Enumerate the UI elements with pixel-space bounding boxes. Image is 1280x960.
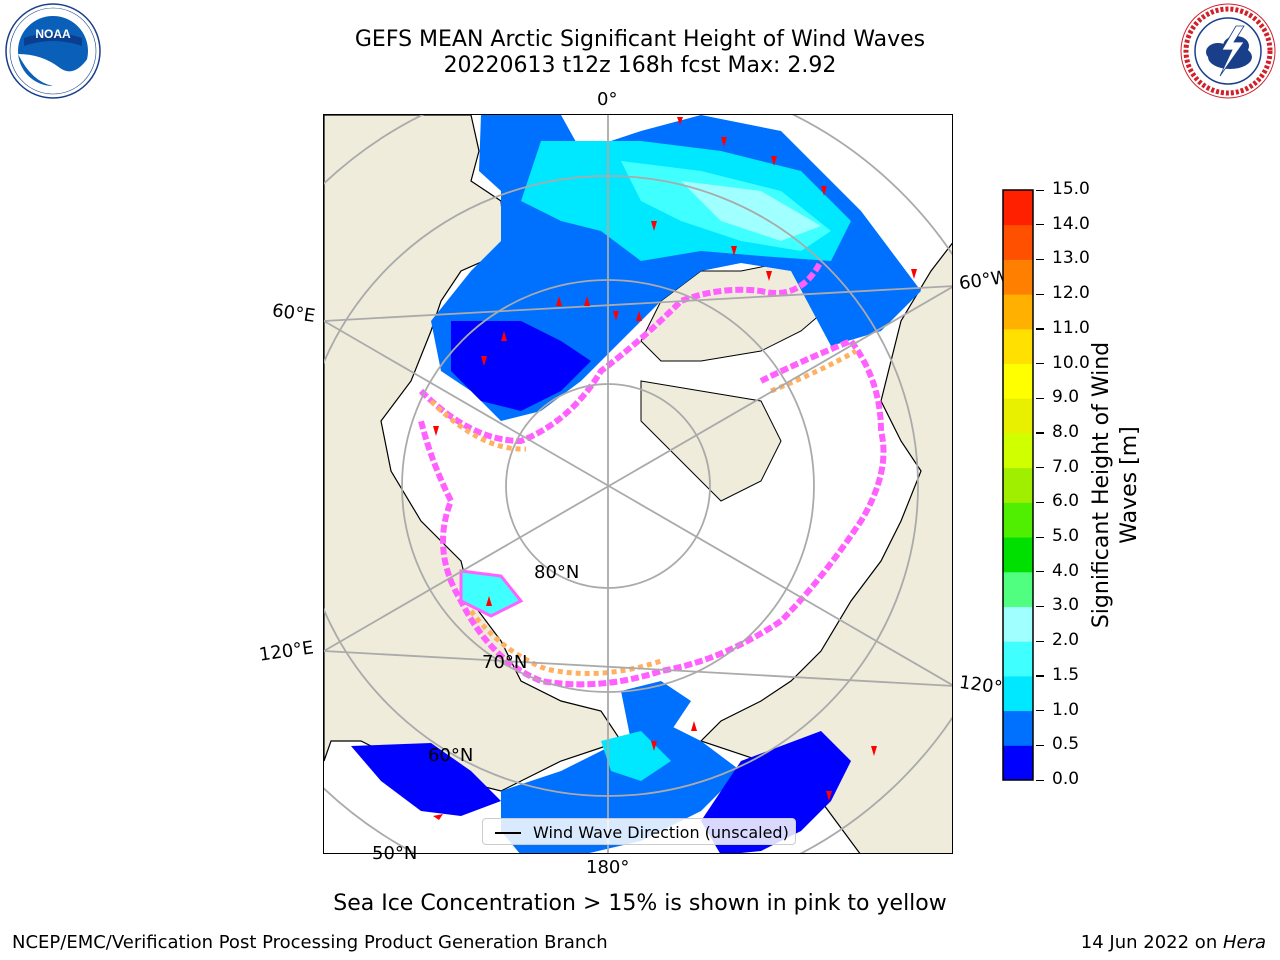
lon-label-60e: 60°E [270,300,317,327]
colorbar-segment [1003,675,1033,712]
legend-line-icon [495,832,521,834]
colorbar-segment [1003,571,1033,607]
colorbar-tick-mark [1036,189,1044,191]
colorbar-segment [1003,363,1033,399]
colorbar [1002,189,1034,781]
colorbar-tick-mark [1036,293,1044,295]
colorbar-tick-label: 7.0 [1052,456,1080,477]
colorbar-tick-mark [1036,605,1044,608]
colorbar-tick-label: 0.0 [1052,769,1080,789]
colorbar-tick-mark [1036,744,1044,746]
colorbar-tick-label: 11.0 [1052,317,1090,338]
colorbar-tick-label: 10.0 [1052,352,1090,373]
lon-label-180: 180° [586,857,630,878]
colorbar-segment [1003,398,1033,434]
legend-label: Wind Wave Direction (unscaled) [533,823,789,842]
graticule [324,115,952,853]
footer-host: Hera [1222,932,1266,953]
colorbar-tick-label: 13.0 [1052,248,1090,269]
chart-title: GEFS MEAN Arctic Significant Height of W… [354,27,926,52]
colorbar-tick-mark [1036,467,1044,469]
chart-subtitle: 20220613 t12z 168h fcst Max: 2.92 [443,53,837,78]
polar-map [323,114,953,854]
lat-label-60: 60°N [428,745,474,766]
footer-date: 14 Jun 2022 on Hera [1081,932,1266,953]
colorbar-tick-label: 14.0 [1052,213,1090,234]
wind-wave-arrows [433,117,917,820]
colorbar-tick-label: 4.0 [1052,560,1080,581]
colorbar-segment [1003,537,1033,573]
colorbar-segment [1003,745,1033,781]
nws-logo [1180,3,1276,99]
colorbar-tick-label: 15.0 [1052,179,1090,199]
colorbar-segment [1003,502,1033,538]
noaa-logo: NOAA [5,3,101,99]
lat-label-70: 70°N [482,652,528,673]
colorbar-tick-mark [1036,675,1044,677]
colorbar-title: Significant Height of Wind Waves [m] [1088,342,1144,628]
colorbar-tick-mark [1036,779,1044,781]
colorbar-tick-mark [1036,258,1044,261]
footer-date-text: 14 Jun 2022 on [1080,932,1223,953]
colorbar-tick-label: 9.0 [1052,387,1080,408]
colorbar-segment [1003,328,1033,365]
colorbar-segment [1003,432,1033,469]
lon-label-0: 0° [597,89,618,110]
lat-label-80: 80°N [534,562,580,583]
colorbar-title-line2: Waves [m] [1117,426,1142,544]
map-caption: Sea Ice Concentration > 15% is shown in … [333,891,947,916]
colorbar-segment [1003,259,1033,295]
colorbar-segment [1003,606,1033,642]
colorbar-segment [1003,294,1033,330]
colorbar-title-line1: Significant Height of Wind [1089,341,1114,629]
colorbar-tick-mark [1036,536,1044,538]
colorbar-tick-label: 1.5 [1052,664,1080,685]
map-canvas [324,115,952,853]
colorbar-segment [1003,710,1033,746]
colorbar-tick-label: 12.0 [1052,283,1090,304]
colorbar-segment [1003,641,1033,677]
colorbar-tick-mark [1036,224,1044,226]
colorbar-segment [1003,190,1033,226]
footer-branch: NCEP/EMC/Verification Post Processing Pr… [12,932,608,953]
colorbar-tick-mark [1036,501,1044,504]
colorbar-tick-mark [1036,432,1044,434]
colorbar-tick-label: 5.0 [1052,526,1080,547]
noaa-logo-text: NOAA [35,27,71,41]
colorbar-tick-mark [1036,397,1044,399]
colorbar-tick-mark [1036,363,1044,365]
colorbar-tick-mark [1036,640,1044,642]
map-legend: Wind Wave Direction (unscaled) [482,818,796,845]
colorbar-tick-label: 0.5 [1052,734,1080,755]
colorbar-tick-mark [1036,571,1044,573]
colorbar-tick-label: 6.0 [1052,491,1080,512]
lon-label-120e: 120°E [257,637,315,666]
colorbar-tick-mark [1036,328,1044,330]
colorbar-frame [1002,189,1034,781]
colorbar-tick-label: 8.0 [1052,421,1080,442]
colorbar-segment [1003,467,1033,503]
colorbar-tick-label: 3.0 [1052,595,1080,616]
colorbar-tick-label: 2.0 [1052,630,1080,651]
colorbar-tick-mark [1036,710,1044,712]
colorbar-segment [1003,224,1033,260]
colorbar-tick-label: 1.0 [1052,699,1080,720]
lat-label-50: 50°N [372,843,418,864]
